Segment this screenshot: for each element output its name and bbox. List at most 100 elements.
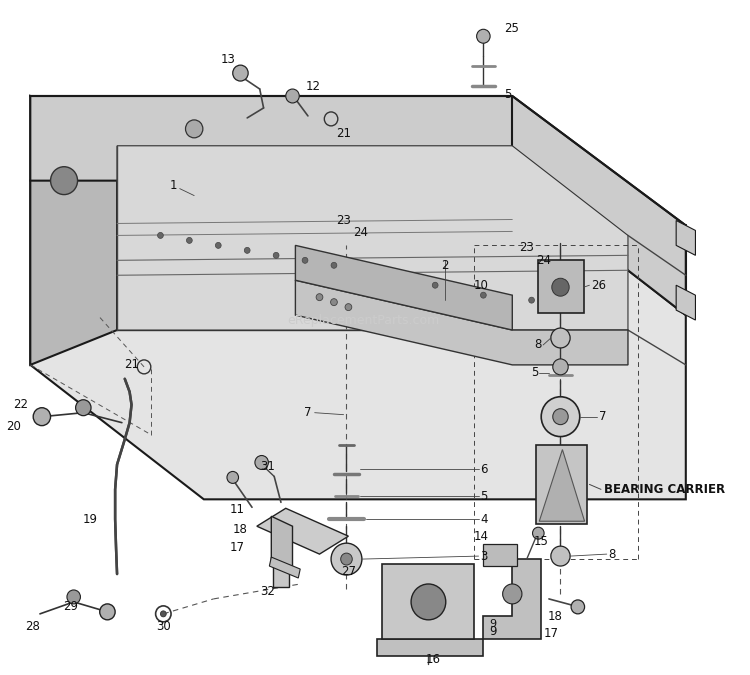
- Circle shape: [100, 604, 116, 620]
- Text: 25: 25: [505, 22, 520, 35]
- Polygon shape: [30, 96, 686, 315]
- Circle shape: [550, 328, 570, 348]
- Text: 23: 23: [519, 241, 534, 254]
- Text: 8: 8: [609, 547, 616, 561]
- Circle shape: [50, 167, 77, 194]
- Polygon shape: [30, 96, 117, 365]
- Polygon shape: [117, 146, 628, 330]
- Circle shape: [553, 408, 568, 425]
- Text: 22: 22: [13, 398, 28, 411]
- Circle shape: [529, 297, 535, 303]
- Polygon shape: [676, 286, 695, 320]
- Circle shape: [160, 611, 166, 617]
- Text: 30: 30: [156, 620, 171, 633]
- Circle shape: [158, 232, 164, 238]
- Circle shape: [552, 278, 569, 296]
- Circle shape: [76, 400, 91, 416]
- Text: 24: 24: [353, 226, 368, 239]
- Circle shape: [255, 456, 268, 469]
- Text: BEARING CARRIER: BEARING CARRIER: [604, 483, 725, 496]
- Text: 19: 19: [82, 513, 98, 526]
- Circle shape: [331, 543, 362, 575]
- Polygon shape: [377, 639, 483, 655]
- Text: 2: 2: [441, 259, 448, 272]
- Circle shape: [577, 304, 583, 310]
- Text: 17: 17: [543, 627, 558, 641]
- Polygon shape: [382, 564, 474, 639]
- Text: 21: 21: [336, 128, 351, 140]
- Text: 24: 24: [536, 254, 551, 267]
- Text: 29: 29: [63, 600, 78, 614]
- Polygon shape: [272, 516, 292, 574]
- Circle shape: [331, 263, 337, 268]
- Text: 7: 7: [304, 406, 312, 419]
- Text: 28: 28: [25, 620, 40, 633]
- Circle shape: [542, 397, 580, 437]
- Text: 1: 1: [170, 179, 177, 192]
- Text: 18: 18: [548, 610, 562, 623]
- Polygon shape: [483, 559, 542, 639]
- Text: 31: 31: [260, 460, 275, 473]
- Circle shape: [215, 242, 221, 248]
- Circle shape: [244, 247, 250, 253]
- Text: 20: 20: [6, 420, 21, 433]
- Text: eReplacementParts.com: eReplacementParts.com: [286, 314, 439, 327]
- Text: 7: 7: [599, 410, 607, 423]
- Polygon shape: [538, 261, 584, 313]
- Circle shape: [227, 471, 238, 483]
- Polygon shape: [296, 280, 628, 365]
- Text: 5: 5: [505, 88, 512, 101]
- Text: 23: 23: [336, 214, 351, 227]
- Text: 5: 5: [481, 490, 488, 503]
- Text: 16: 16: [426, 653, 441, 666]
- Text: 26: 26: [591, 279, 606, 292]
- Text: 15: 15: [534, 535, 549, 547]
- Text: 9: 9: [489, 625, 496, 639]
- Circle shape: [550, 546, 570, 566]
- Circle shape: [571, 600, 584, 614]
- Circle shape: [345, 304, 352, 310]
- Circle shape: [331, 298, 338, 306]
- Circle shape: [340, 553, 352, 565]
- Circle shape: [33, 408, 50, 426]
- Circle shape: [432, 282, 438, 288]
- Circle shape: [302, 257, 308, 263]
- Circle shape: [553, 359, 568, 375]
- Polygon shape: [539, 450, 584, 521]
- Circle shape: [476, 29, 490, 43]
- Polygon shape: [273, 562, 289, 587]
- Text: 13: 13: [220, 53, 236, 65]
- Circle shape: [187, 238, 192, 244]
- Text: 9: 9: [490, 619, 496, 629]
- Circle shape: [503, 584, 522, 604]
- Circle shape: [481, 292, 486, 298]
- Circle shape: [185, 120, 202, 138]
- Text: 4: 4: [481, 513, 488, 526]
- Text: 27: 27: [341, 564, 356, 578]
- Circle shape: [316, 294, 322, 300]
- Circle shape: [411, 584, 446, 620]
- Text: 10: 10: [474, 279, 488, 292]
- Text: 14: 14: [474, 530, 489, 543]
- Text: 12: 12: [305, 80, 320, 92]
- Circle shape: [286, 89, 299, 103]
- Text: 5: 5: [531, 367, 538, 379]
- Text: 21: 21: [124, 358, 139, 371]
- Circle shape: [532, 527, 544, 539]
- Polygon shape: [536, 445, 587, 524]
- Polygon shape: [483, 544, 517, 566]
- Text: 8: 8: [534, 338, 542, 352]
- Text: 32: 32: [260, 585, 275, 599]
- Text: 3: 3: [481, 549, 488, 562]
- Polygon shape: [30, 181, 686, 500]
- Polygon shape: [269, 557, 300, 578]
- Circle shape: [273, 252, 279, 259]
- Polygon shape: [676, 221, 695, 255]
- Circle shape: [67, 590, 80, 604]
- Text: 6: 6: [481, 463, 488, 476]
- Polygon shape: [256, 508, 349, 554]
- Polygon shape: [296, 246, 512, 330]
- Circle shape: [232, 65, 248, 81]
- Text: 11: 11: [230, 503, 245, 516]
- Text: 17: 17: [230, 541, 245, 554]
